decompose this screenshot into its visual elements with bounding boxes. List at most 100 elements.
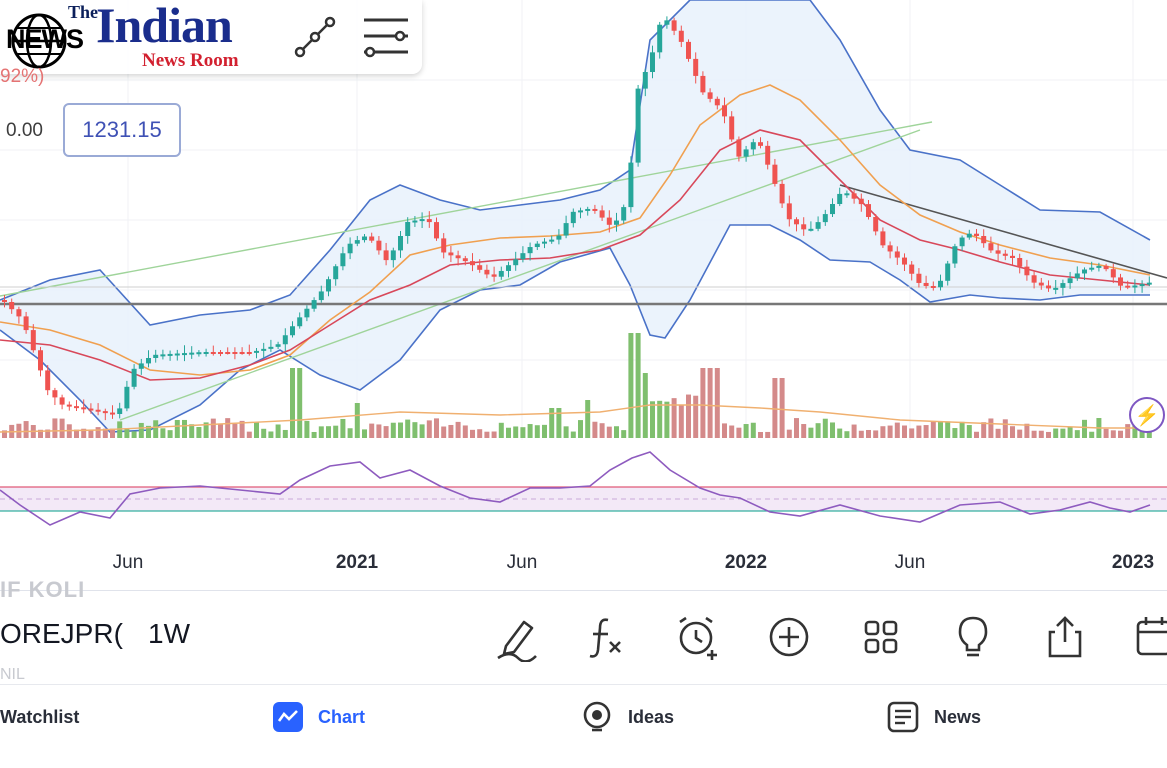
volume-bar <box>16 423 22 438</box>
candle <box>484 269 490 275</box>
trendline-green-lower <box>119 129 921 421</box>
candle <box>138 363 144 369</box>
candle <box>506 265 511 271</box>
calendar-replay-icon[interactable] <box>1132 612 1167 662</box>
volume-bar <box>578 420 583 438</box>
volume-bar <box>779 378 785 438</box>
price-chart[interactable] <box>0 0 1167 590</box>
candle <box>873 217 879 232</box>
volume-bar <box>275 424 281 438</box>
candle <box>707 92 713 99</box>
candle <box>498 270 504 277</box>
candle <box>347 243 353 254</box>
candle <box>808 228 814 231</box>
volume-bar <box>498 422 504 438</box>
x-axis-label-2022: 2022 <box>724 552 768 573</box>
layouts-grid-icon[interactable] <box>856 612 906 662</box>
x-axis-label-2023: 2023 <box>1111 552 1155 573</box>
candle <box>1132 285 1138 288</box>
volume-bar <box>1082 419 1087 438</box>
lightning-icon[interactable]: ⚡ <box>1129 397 1165 433</box>
candle <box>124 386 130 409</box>
candle <box>945 263 951 281</box>
candle <box>95 409 101 412</box>
volume-bar <box>347 428 353 438</box>
candle <box>434 222 439 239</box>
volume-bar <box>808 427 814 438</box>
candle <box>38 350 43 371</box>
candle <box>1146 282 1152 285</box>
volume-bar <box>801 424 807 438</box>
candle <box>887 245 893 252</box>
volume-bar <box>794 418 799 438</box>
volume-bar <box>131 431 137 438</box>
volume-bar <box>851 424 857 438</box>
volume-bar <box>434 418 439 438</box>
candle <box>232 352 238 354</box>
nav-ideas[interactable]: Ideas <box>580 700 674 734</box>
candle <box>606 217 612 225</box>
volume-bar <box>786 429 792 438</box>
candle <box>866 204 871 217</box>
candle <box>1024 266 1030 276</box>
line-tool-icon[interactable] <box>292 14 338 60</box>
candle <box>1002 253 1008 256</box>
candle <box>599 210 605 218</box>
candle <box>81 407 87 410</box>
add-circle-icon[interactable] <box>764 612 814 662</box>
alert-clock-icon[interactable] <box>672 612 722 662</box>
candle <box>254 350 259 353</box>
volume-bar <box>383 426 389 438</box>
ghost-text-2: NIL <box>0 666 25 683</box>
idea-bulb-icon[interactable] <box>948 612 998 662</box>
volume-bar <box>362 429 367 438</box>
draw-pen-icon[interactable] <box>492 612 542 662</box>
volume-bar <box>678 405 684 438</box>
symbol-label[interactable]: OREJPR( <box>0 618 123 649</box>
volume-bar <box>606 426 612 438</box>
volume-bar <box>455 421 461 438</box>
volume-bar <box>513 426 519 438</box>
volume-bar <box>952 428 958 438</box>
nav-chart[interactable]: Chart <box>272 700 365 734</box>
volume-bar <box>59 418 65 438</box>
nav-divider <box>0 684 1167 685</box>
volume-bar <box>866 429 871 438</box>
share-icon[interactable] <box>1040 612 1090 662</box>
indicators-fx-icon[interactable] <box>582 612 632 662</box>
candle <box>52 390 58 398</box>
candle <box>722 105 727 117</box>
candle <box>1067 278 1073 284</box>
x-axis-label-jun-2021: Jun <box>506 552 538 573</box>
candle <box>146 358 151 364</box>
candle <box>952 246 958 264</box>
bollinger-upper-band <box>0 0 1151 326</box>
volume-bar <box>1031 430 1037 438</box>
nav-news[interactable]: News <box>886 700 981 734</box>
volume-bar <box>448 424 454 438</box>
candle <box>678 30 684 42</box>
candle <box>9 302 15 310</box>
volume-bar <box>369 423 375 438</box>
candle <box>765 145 771 165</box>
volume-bar <box>23 421 29 438</box>
volume-bar <box>203 422 209 438</box>
volume-bar <box>995 428 1001 438</box>
volume-bar <box>714 368 720 438</box>
volume-bar <box>707 368 713 438</box>
interval-label[interactable]: 1W <box>148 618 190 649</box>
volume-bar <box>815 423 821 438</box>
candle <box>822 214 828 223</box>
price-box[interactable]: 1231.15 <box>63 103 181 157</box>
nav-ideas-label: Ideas <box>628 706 675 727</box>
settings-lines-icon[interactable] <box>360 12 412 60</box>
candle <box>110 412 115 415</box>
candle <box>657 24 663 53</box>
nav-watchlist[interactable]: Watchlist <box>0 700 79 734</box>
volume-bar <box>153 420 159 438</box>
candle <box>642 72 648 89</box>
candle <box>750 142 756 150</box>
candle <box>470 261 475 266</box>
candle <box>340 253 346 267</box>
volume-bar <box>182 419 187 438</box>
